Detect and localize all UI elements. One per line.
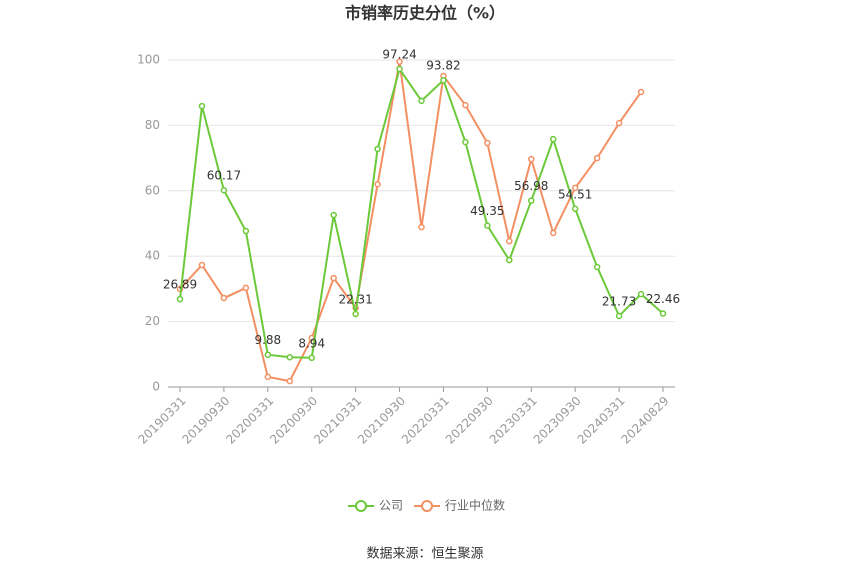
y-tick-label: 60 — [145, 183, 160, 197]
point — [615, 312, 623, 320]
point — [506, 237, 513, 245]
y-tick-label: 0 — [152, 380, 160, 394]
point — [198, 102, 206, 110]
point — [374, 145, 381, 153]
data-label: 22.31 — [338, 293, 372, 307]
legend-label: 公司 — [379, 499, 403, 513]
point — [484, 222, 491, 229]
point — [549, 229, 557, 237]
point — [462, 138, 469, 146]
data-label: 54.51 — [558, 187, 592, 201]
y-tick-label: 40 — [145, 249, 160, 263]
source: 数据来源：恒生聚源 — [366, 547, 483, 562]
y-tick-label: 80 — [145, 118, 160, 132]
point — [242, 284, 250, 292]
point — [571, 205, 579, 213]
data-label: 8.94 — [298, 336, 325, 350]
point — [593, 154, 601, 162]
point — [418, 223, 425, 231]
data-label: 60.17 — [207, 169, 241, 183]
point — [330, 274, 337, 282]
point — [506, 256, 513, 264]
point — [549, 135, 557, 143]
point — [286, 377, 294, 385]
point — [440, 76, 447, 84]
point — [593, 263, 601, 271]
point — [308, 354, 315, 362]
y-tick-label: 20 — [145, 314, 160, 328]
data-label: 9.88 — [254, 333, 281, 347]
point — [484, 139, 491, 147]
point — [264, 351, 272, 358]
data-label: 21.73 — [602, 294, 636, 308]
x-tick-label: 20240829 — [619, 394, 672, 447]
point — [374, 181, 381, 188]
legend-marker — [355, 500, 367, 512]
y-tick-label: 100 — [137, 53, 160, 67]
point — [176, 295, 184, 303]
point — [264, 373, 272, 381]
series-line — [179, 61, 642, 383]
data-label: 26.89 — [163, 278, 197, 292]
point — [242, 227, 250, 235]
point — [637, 290, 645, 298]
point — [659, 310, 667, 317]
data-label: 56.98 — [514, 179, 548, 193]
point — [198, 261, 206, 269]
point — [528, 197, 535, 204]
point — [220, 294, 228, 302]
point — [286, 353, 294, 361]
data-label: 49.35 — [470, 204, 504, 218]
legend-label: 行业中位数 — [445, 498, 505, 513]
point — [637, 88, 645, 96]
point — [396, 58, 403, 65]
point — [352, 310, 359, 318]
point — [418, 97, 425, 105]
data-label: 97.24 — [382, 48, 416, 62]
point — [396, 65, 403, 73]
point — [571, 184, 579, 192]
data-label: 93.82 — [426, 59, 460, 73]
chart-title: 市销率历史分位（%） — [345, 4, 505, 23]
point — [615, 119, 623, 127]
point — [220, 186, 228, 194]
data-label: 22.46 — [646, 292, 680, 306]
point — [330, 211, 337, 219]
point — [462, 101, 469, 109]
legend-marker — [421, 500, 433, 512]
point — [528, 155, 535, 163]
